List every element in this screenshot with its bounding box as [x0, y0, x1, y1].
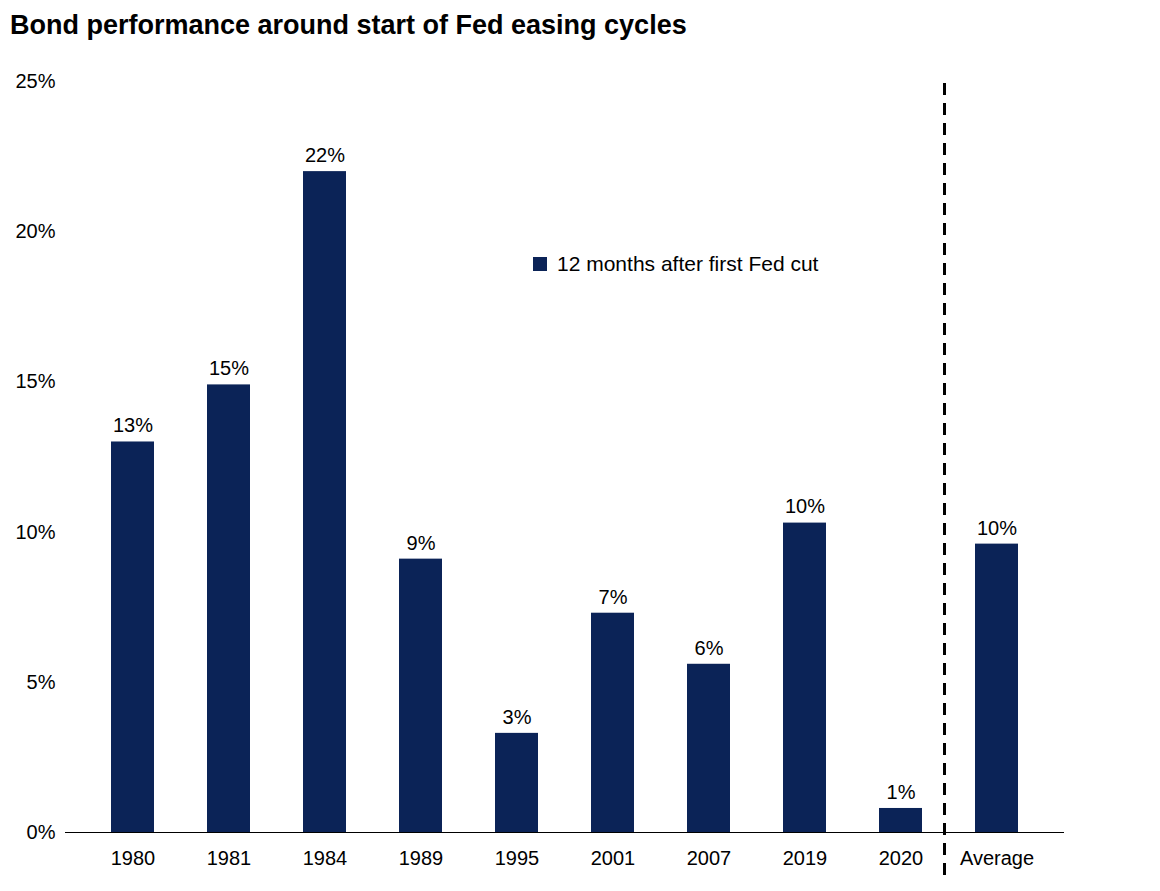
svg-text:1981: 1981: [207, 847, 252, 869]
svg-text:2019: 2019: [783, 847, 828, 869]
svg-text:6%: 6%: [695, 637, 724, 659]
svg-text:1995: 1995: [495, 847, 540, 869]
svg-text:3%: 3%: [503, 706, 532, 728]
svg-text:5%: 5%: [27, 671, 56, 693]
svg-text:1980: 1980: [111, 847, 156, 869]
svg-text:13%: 13%: [113, 414, 153, 436]
svg-text:15%: 15%: [209, 357, 249, 379]
svg-text:2007: 2007: [687, 847, 732, 869]
svg-text:1984: 1984: [303, 847, 348, 869]
svg-text:2001: 2001: [591, 847, 636, 869]
svg-text:22%: 22%: [305, 144, 345, 166]
svg-text:1%: 1%: [887, 781, 916, 803]
svg-text:25%: 25%: [15, 70, 55, 92]
html-text:12 months after first Fed cut: 12 months after first Fed cut: [557, 252, 819, 275]
svg-text:0%: 0%: [27, 821, 56, 843]
svg-text:10%: 10%: [977, 517, 1017, 539]
svg-text:7%: 7%: [599, 586, 628, 608]
svg-text:2020: 2020: [879, 847, 924, 869]
svg-text:10%: 10%: [15, 521, 55, 543]
svg-text:15%: 15%: [15, 370, 55, 392]
html-text:Bond performance around start: Bond performance around start of Fed eas…: [10, 10, 687, 40]
svg-text:1989: 1989: [399, 847, 444, 869]
svg-text:9%: 9%: [407, 532, 436, 554]
svg-text:20%: 20%: [15, 220, 55, 242]
svg-text:10%: 10%: [785, 495, 825, 517]
svg-text:Average: Average: [960, 847, 1034, 869]
